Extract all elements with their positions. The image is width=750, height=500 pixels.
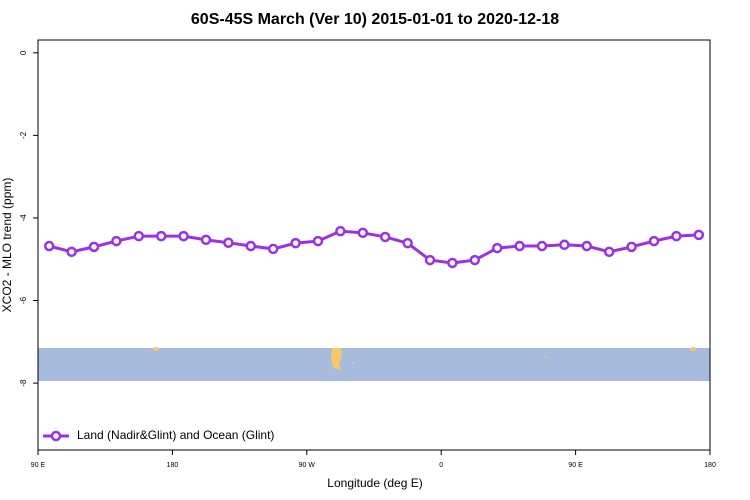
x-tick-label: 180 — [704, 462, 716, 469]
data-point — [200, 234, 212, 246]
y-tick-label: 0 — [19, 50, 28, 55]
data-point — [267, 243, 279, 255]
x-tick-label: 180 — [167, 462, 179, 469]
data-point — [290, 237, 301, 249]
data-point — [648, 235, 660, 247]
y-tick-label: -6 — [19, 296, 28, 304]
data-point — [223, 237, 234, 248]
data-point — [245, 240, 257, 252]
data-point — [581, 240, 593, 252]
x-axis-label: Longitude (deg E) — [327, 476, 422, 490]
y-axis-label: XCO2 - MLO trend (ppm) — [0, 178, 14, 313]
data-point — [312, 235, 324, 247]
data-point — [43, 240, 55, 252]
y-tick-label: -4 — [19, 214, 28, 222]
data-point — [402, 237, 413, 249]
data-point — [379, 231, 391, 243]
data-point — [155, 230, 167, 242]
data-point — [491, 242, 503, 254]
data-point — [559, 239, 570, 251]
data-point — [514, 240, 525, 252]
data-point — [178, 230, 189, 242]
x-tick-label: 90 W — [299, 462, 316, 469]
data-point — [111, 235, 122, 247]
data-point — [357, 227, 369, 239]
x-tick-label: 90 E — [31, 462, 46, 469]
data-point — [626, 241, 637, 253]
data-point — [693, 229, 705, 241]
data-point — [603, 246, 615, 258]
x-tick-label: 0 — [439, 462, 443, 469]
plot-frame — [37, 39, 711, 451]
data-point — [469, 254, 481, 266]
legend-label: Land (Nadir&Glint) and Ocean (Glint) — [77, 428, 274, 442]
data-point — [335, 225, 346, 237]
data-point — [424, 254, 436, 266]
series-line — [48, 229, 699, 265]
y-tick-label: -2 — [19, 131, 28, 139]
chart-title: 60S-45S March (Ver 10) 2015-01-01 to 202… — [191, 11, 559, 28]
y-tick-label: -8 — [19, 379, 28, 387]
map-strip — [38, 347, 710, 381]
data-point — [447, 257, 458, 269]
data-point — [133, 230, 145, 242]
legend-marker — [50, 430, 62, 442]
data-point — [536, 240, 548, 252]
data-point — [671, 230, 682, 242]
data-point — [88, 241, 100, 253]
data-point — [66, 246, 77, 258]
x-tick-label: 90 E — [568, 462, 583, 469]
